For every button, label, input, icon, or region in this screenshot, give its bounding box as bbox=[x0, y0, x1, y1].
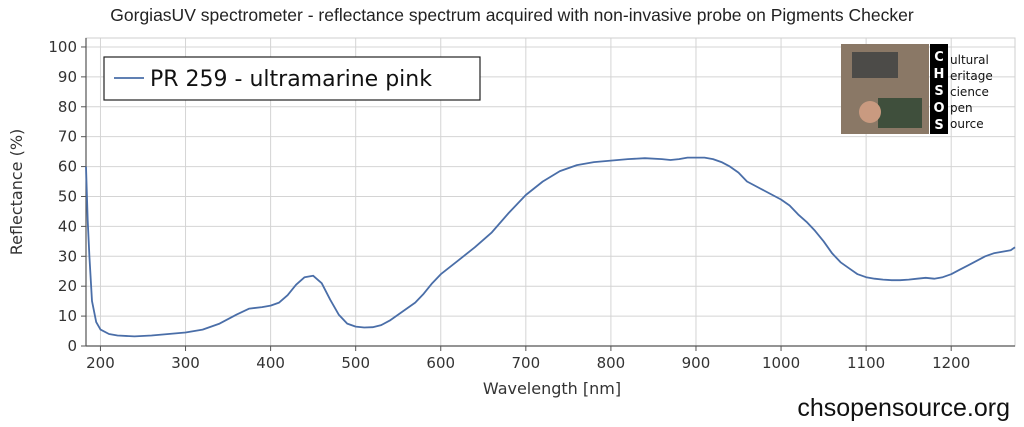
y-tick-label: 60 bbox=[58, 158, 77, 176]
logo-word-eritage: eritage bbox=[950, 69, 993, 83]
y-axis-label: Reflectance (%) bbox=[7, 129, 26, 256]
logo-word-pen: pen bbox=[950, 101, 973, 115]
x-tick-label: 300 bbox=[171, 354, 200, 372]
y-tick-label: 90 bbox=[58, 68, 77, 86]
logo-word-ource: ource bbox=[950, 117, 984, 131]
logo-letter-s2: S bbox=[934, 118, 943, 133]
y-tick-label: 30 bbox=[58, 247, 77, 265]
y-tick-label: 50 bbox=[58, 187, 77, 205]
series-line-pr259 bbox=[85, 156, 1016, 338]
x-tick-label: 200 bbox=[86, 354, 115, 372]
logo-letter-c: C bbox=[934, 50, 944, 65]
x-axis-label: Wavelength [nm] bbox=[483, 379, 621, 398]
y-tick-labels: 0 10 20 30 40 50 60 70 80 90 100 bbox=[48, 38, 86, 355]
grid-lines bbox=[86, 38, 1015, 347]
logo-photo-device bbox=[852, 52, 898, 78]
y-tick-label: 0 bbox=[67, 337, 77, 355]
logo-photo-board bbox=[878, 98, 922, 128]
y-tick-label: 100 bbox=[48, 38, 77, 56]
footer-site: chsopensource.org bbox=[797, 394, 1010, 422]
x-tick-label: 900 bbox=[682, 354, 711, 372]
x-tick-label: 400 bbox=[256, 354, 285, 372]
logo-letter-column bbox=[930, 44, 948, 134]
x-tick-label: 1200 bbox=[932, 354, 970, 372]
legend-label: PR 259 - ultramarine pink bbox=[150, 67, 432, 92]
x-tick-label: 700 bbox=[512, 354, 541, 372]
x-tick-label: 500 bbox=[341, 354, 370, 372]
logo-word-cience: cience bbox=[950, 85, 989, 99]
legend: PR 259 - ultramarine pink bbox=[103, 56, 481, 101]
y-tick-label: 80 bbox=[58, 98, 77, 116]
y-tick-label: 10 bbox=[58, 307, 77, 325]
x-tick-label: 600 bbox=[426, 354, 455, 372]
x-tick-label: 1000 bbox=[762, 354, 800, 372]
logo-word-ultural: ultural bbox=[950, 53, 989, 67]
logo-letter-h: H bbox=[934, 67, 945, 82]
x-tick-labels: 200 300 400 500 600 700 800 900 1000 1100 1200 bbox=[86, 346, 970, 372]
logo-letter-s: S bbox=[934, 84, 943, 99]
chart-title: GorgiasUV spectrometer - reflectance spe… bbox=[110, 5, 914, 25]
x-tick-label: 1100 bbox=[847, 354, 885, 372]
logo-photo-hand bbox=[859, 101, 881, 123]
x-tick-label: 800 bbox=[597, 354, 626, 372]
chsos-logo: C H S O S ultural eritage cience pen our… bbox=[841, 44, 993, 134]
y-tick-label: 40 bbox=[58, 217, 77, 235]
y-tick-label: 20 bbox=[58, 277, 77, 295]
legend-box bbox=[103, 56, 481, 101]
logo-letter-o: O bbox=[933, 101, 944, 116]
y-tick-label: 70 bbox=[58, 128, 77, 146]
